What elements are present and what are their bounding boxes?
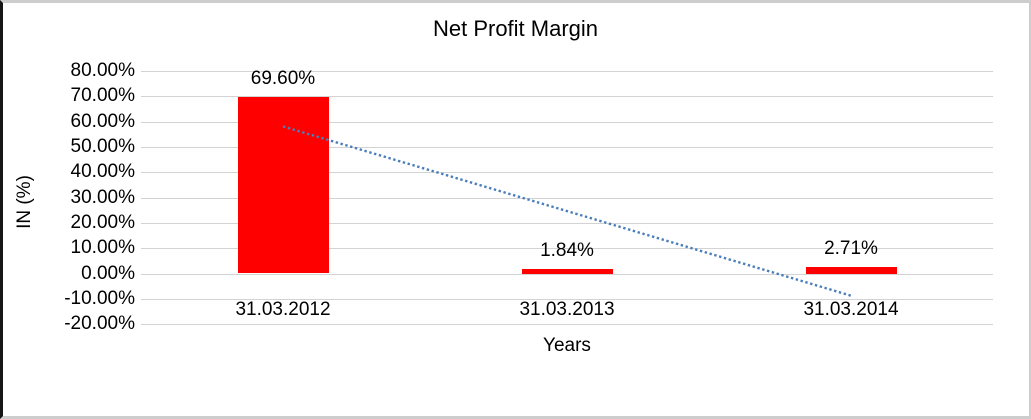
y-tick-label: 30.00% [70,187,135,208]
gridline [141,299,993,300]
bar [238,97,329,273]
bar-data-label: 1.84% [540,240,594,261]
gridline [141,122,993,123]
bar-data-label: 69.60% [250,68,316,89]
x-axis-title: Years [543,335,591,356]
x-category-label: 31.03.2014 [803,299,899,320]
y-tick-label: 10.00% [70,237,135,258]
x-category-label: 31.03.2013 [519,299,615,320]
y-tick-label: 20.00% [70,212,135,233]
y-tick-label: 40.00% [70,161,135,182]
y-tick-label: 70.00% [70,85,135,106]
y-tick-label: 0.00% [81,263,135,284]
gridline [141,71,993,72]
x-category-label: 31.03.2012 [235,299,331,320]
bar [522,269,613,274]
y-tick-label: 80.00% [70,60,135,81]
y-axis-title: IN (%) [14,175,35,229]
y-tick-label: 60.00% [70,111,135,132]
y-tick-label: 50.00% [70,136,135,157]
bar [806,267,897,274]
gridline [141,274,993,275]
gridline [141,324,993,325]
bar-data-label: 2.71% [824,238,878,259]
chart-title: Net Profit Margin [432,16,599,41]
gridline [141,96,993,97]
y-tick-label: -20.00% [64,313,135,334]
y-tick-label: -10.00% [64,288,135,309]
